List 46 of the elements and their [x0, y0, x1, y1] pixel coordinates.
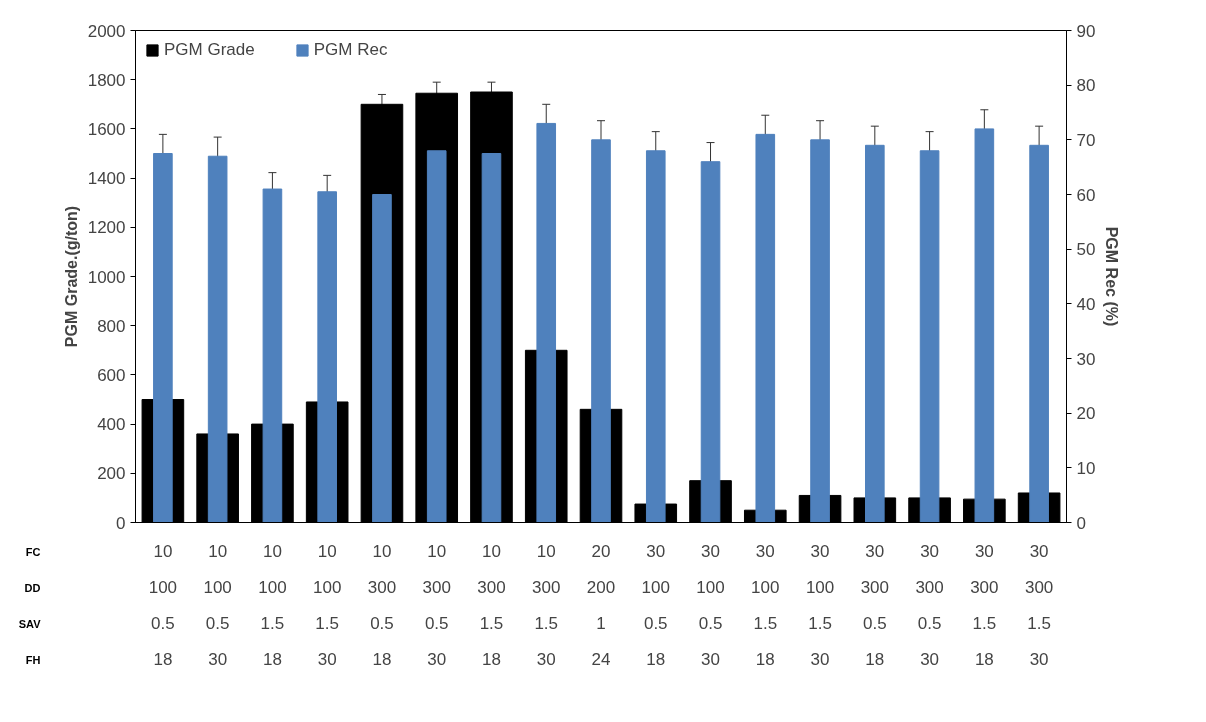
y2-axis-title: PGM Rec (%)	[1103, 226, 1121, 327]
x-tick-label: 10 300 1.5 18	[477, 541, 506, 669]
x-tick-label: 30 300 1.5 30	[1024, 541, 1054, 669]
y-tick-label: 800	[97, 316, 126, 336]
y-tick-label: 1600	[87, 119, 126, 139]
x-tick-label: 10 100 0.5 18	[148, 541, 178, 669]
y2-tick-label: 40	[1076, 294, 1096, 314]
x-tick-label: 10 100 1.5 18	[258, 541, 287, 669]
y-tick-label: 0	[116, 513, 126, 533]
y-tick-label: 1000	[87, 267, 126, 287]
y2-tick-label: 0	[1076, 513, 1086, 533]
x-tick-label: 30 100 0.5 30	[696, 541, 725, 669]
x-tick-label: 20 200 1 24	[586, 541, 616, 669]
x-tick-label: 30 300 0.5 18	[860, 541, 890, 669]
x-tick-label: 10 100 0.5 30	[203, 541, 232, 669]
y-tick-label: 1200	[87, 218, 126, 238]
x-tick-label: 10 300 0.5 18	[367, 541, 397, 669]
x-tick-label: 10 100 1.5 30	[312, 541, 342, 669]
y-tick-label: 600	[97, 365, 126, 385]
y-tick-label: 400	[97, 415, 126, 435]
legend-label: PGM Grade	[164, 40, 255, 60]
text: SAV	[18, 617, 42, 630]
x-tick-label: 30 100 1.5 18	[751, 541, 780, 669]
y2-tick-label: 30	[1076, 349, 1096, 369]
text: DD	[24, 581, 41, 594]
text: FC	[25, 545, 41, 558]
y2-tick-label: 90	[1076, 21, 1096, 41]
y-tick-label: 1400	[87, 169, 126, 189]
y-tick-label: 200	[97, 464, 126, 484]
x-tick-label: 30 100 0.5 18	[641, 541, 670, 669]
y2-tick-label: 50	[1076, 240, 1096, 260]
x-tick-label: 30 100 1.5 30	[805, 541, 835, 669]
y2-tick-label: 10	[1076, 458, 1096, 478]
y-axis-title: PGM Grade.(g/ton)	[62, 205, 80, 348]
x-tick-label: 30 300 0.5 30	[915, 541, 944, 669]
x-tick-label: 10 300 1.5 30	[532, 541, 561, 669]
text: FH	[25, 653, 41, 666]
y2-tick-label: 60	[1076, 185, 1096, 205]
y-tick-label: 2000	[87, 21, 126, 41]
y2-tick-label: 70	[1076, 130, 1096, 150]
y-tick-label: 1800	[87, 70, 126, 90]
y2-tick-label: 20	[1076, 404, 1096, 424]
y2-tick-label: 80	[1076, 76, 1096, 96]
x-tick-label: 30 300 1.5 18	[970, 541, 999, 669]
x-tick-label: 10 300 0.5 30	[422, 541, 451, 669]
legend-label: PGM Rec	[313, 40, 388, 60]
